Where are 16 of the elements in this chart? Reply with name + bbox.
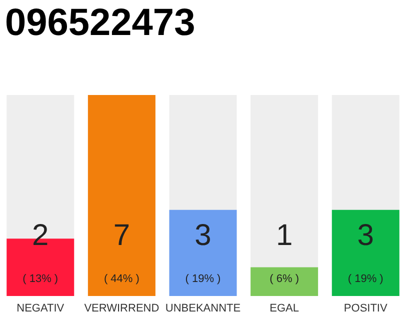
data-label: 3 [194, 219, 212, 252]
data-label: 3 [357, 219, 374, 252]
annotation: ( 44% ) [104, 273, 140, 285]
bar [250, 267, 318, 296]
x-tick-label: VERWIRREND [84, 302, 160, 314]
annotation: ( 6% ) [270, 273, 299, 285]
chart-title: 096522473 [5, 2, 196, 44]
annotation: ( 19% ) [185, 273, 221, 285]
x-tick-label: NEGATIV [16, 302, 65, 314]
data-label: 7 [113, 219, 130, 252]
x-tick-label: UNBEKANNTE [165, 302, 241, 314]
x-tick-label: POSITIV [344, 302, 388, 314]
annotation: ( 19% ) [348, 273, 384, 285]
annotation: ( 13% ) [22, 273, 58, 285]
data-label: 1 [276, 219, 293, 252]
x-tick-label: EGAL [270, 302, 299, 314]
